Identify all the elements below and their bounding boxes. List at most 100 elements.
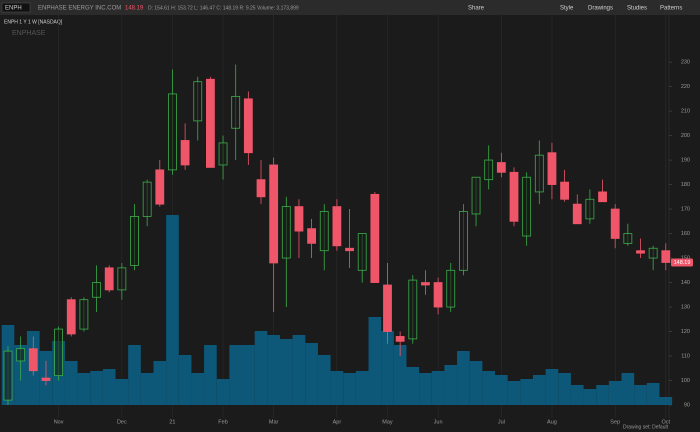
candle-body bbox=[534, 154, 544, 193]
candle-body bbox=[421, 282, 430, 286]
y-tick-label: 100 bbox=[681, 378, 690, 384]
candle-body bbox=[231, 95, 241, 129]
volume-bar bbox=[621, 373, 635, 405]
volume-bar bbox=[102, 369, 116, 405]
candle-body bbox=[458, 211, 468, 271]
volume-bar bbox=[128, 345, 141, 405]
header-bar bbox=[0, 0, 700, 15]
toolbar-button[interactable]: Share bbox=[468, 6, 485, 12]
volume-bar bbox=[596, 385, 609, 405]
candle-body bbox=[117, 267, 127, 291]
y-tick-label: 190 bbox=[681, 158, 690, 164]
candle-body bbox=[218, 142, 228, 166]
candle-body bbox=[319, 211, 329, 252]
toolbar-button[interactable]: Studies bbox=[627, 6, 647, 12]
candle-body bbox=[560, 181, 569, 200]
volume-bar bbox=[545, 369, 559, 405]
x-tick-label: Mar bbox=[269, 419, 279, 425]
y-tick-label: 110 bbox=[681, 353, 690, 359]
candle-body bbox=[623, 233, 633, 244]
x-tick-label: Sep bbox=[610, 419, 620, 425]
volume-bar bbox=[64, 361, 78, 405]
volume-bar bbox=[634, 385, 647, 405]
volume-bar bbox=[608, 381, 622, 405]
candle-body bbox=[408, 279, 418, 340]
candle-body bbox=[294, 206, 304, 232]
toolbar-button[interactable]: Style bbox=[560, 6, 574, 12]
y-tick-label: 200 bbox=[681, 133, 690, 139]
volume-bar bbox=[305, 343, 318, 405]
candle-body bbox=[395, 336, 405, 342]
volume-bar bbox=[140, 373, 154, 405]
toolbar-button[interactable]: Patterns bbox=[660, 6, 682, 12]
x-tick-label: 21 bbox=[169, 419, 175, 425]
volume-bar bbox=[254, 331, 268, 405]
volume-bar bbox=[77, 373, 91, 405]
volume-bar bbox=[457, 351, 470, 405]
y-tick-label: 210 bbox=[681, 109, 690, 115]
footer: Drawing set: Default bbox=[623, 424, 669, 430]
volume-bar bbox=[393, 345, 407, 405]
candle-body bbox=[193, 81, 203, 122]
price-tag-label: 148.19 bbox=[674, 260, 691, 266]
x-tick-label: Jun bbox=[434, 419, 443, 425]
y-tick-label: 170 bbox=[681, 207, 690, 213]
candle-body bbox=[484, 159, 494, 181]
candle-body bbox=[269, 164, 279, 264]
candle-body bbox=[54, 328, 63, 377]
volume-bar bbox=[520, 379, 533, 405]
symbol[interactable]: ENPH bbox=[5, 6, 22, 12]
candle-body bbox=[636, 250, 645, 254]
quote: D: 154.61 H: 153.72 L: 146.47 C: 148.19 … bbox=[148, 5, 299, 11]
candle-body bbox=[433, 282, 443, 308]
candle-body bbox=[648, 247, 658, 259]
volume-bar bbox=[419, 373, 432, 405]
candle-body bbox=[130, 216, 139, 266]
volume-bar bbox=[204, 345, 217, 405]
volume-bar bbox=[216, 379, 230, 405]
volume-bar bbox=[646, 383, 660, 405]
volume-bar bbox=[532, 375, 546, 405]
volume-bar bbox=[191, 373, 205, 405]
x-tick-label: Feb bbox=[218, 419, 227, 425]
header-price: 148.19 bbox=[125, 6, 144, 12]
y-tick-label: 140 bbox=[681, 280, 690, 286]
candle-body bbox=[155, 169, 165, 205]
y-tick-label: 90 bbox=[684, 402, 690, 408]
candle-body bbox=[3, 350, 13, 401]
candle-body bbox=[332, 206, 342, 247]
volume-bar bbox=[482, 371, 496, 405]
volume-bar bbox=[279, 339, 293, 405]
x-tick-label: May bbox=[382, 419, 393, 425]
volume-bar bbox=[381, 331, 394, 405]
candle-body bbox=[446, 269, 456, 308]
x-tick-label: Oct bbox=[662, 419, 671, 425]
candle-body bbox=[471, 176, 481, 215]
chart-label: ENPH 1 Y 1 W [NASDAQ] bbox=[4, 19, 63, 25]
candle-body bbox=[370, 193, 380, 283]
candle-layer bbox=[3, 64, 671, 406]
watermark: ENPHASE bbox=[12, 30, 46, 37]
volume-bar bbox=[469, 361, 483, 405]
volume-bar bbox=[292, 335, 306, 405]
candle-body bbox=[41, 377, 51, 381]
x-tick-label: Dec bbox=[117, 419, 127, 425]
volume-bar bbox=[90, 371, 103, 405]
volume-bar bbox=[355, 371, 369, 405]
toolbar-button[interactable]: Drawings bbox=[588, 6, 613, 12]
y-tick-label: 120 bbox=[681, 329, 690, 335]
symbol-box[interactable] bbox=[1, 2, 31, 13]
candle-body bbox=[522, 176, 532, 237]
candle-body bbox=[547, 152, 557, 185]
candle-body bbox=[205, 78, 215, 168]
price-tag bbox=[671, 258, 693, 267]
candle-body bbox=[168, 93, 177, 171]
candle-body bbox=[281, 206, 291, 259]
candle-body bbox=[180, 140, 190, 166]
candle-body bbox=[307, 228, 317, 244]
volume-bar bbox=[178, 355, 192, 405]
volume-bar bbox=[153, 361, 167, 405]
candle-body bbox=[383, 284, 392, 332]
